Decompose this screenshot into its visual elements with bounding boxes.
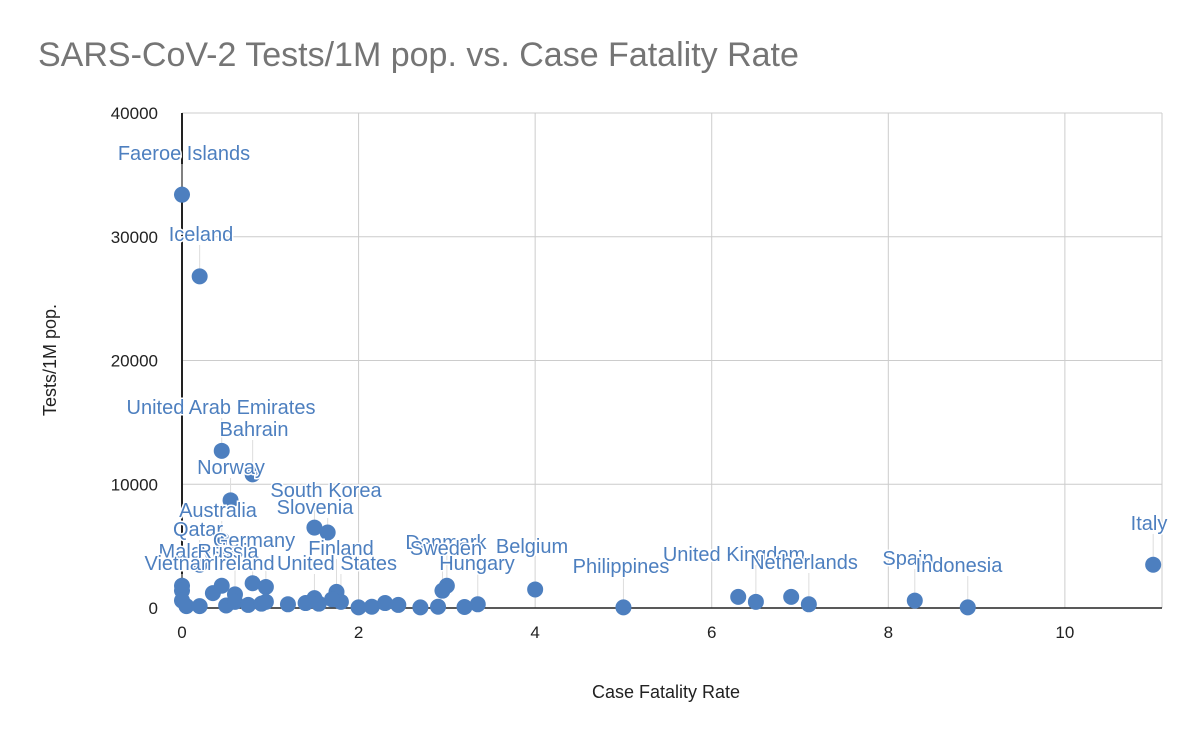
y-tick-label: 10000	[111, 475, 158, 494]
data-point	[412, 599, 429, 616]
y-axis-title: Tests/1M pop.	[40, 304, 60, 416]
data-point	[1145, 556, 1162, 573]
data-point	[257, 578, 274, 595]
data-label: Philippines	[573, 556, 670, 578]
data-label: South Korea	[270, 480, 382, 502]
data-label: Germany	[213, 530, 295, 552]
data-point	[906, 592, 923, 609]
data-point	[226, 593, 243, 610]
data-label: Russia	[197, 541, 259, 563]
data-label: Hungary	[439, 553, 515, 575]
data-label: Vietnam	[144, 553, 217, 575]
data-point	[213, 577, 230, 594]
data-point	[244, 466, 261, 483]
data-point	[297, 595, 314, 612]
data-point	[363, 598, 380, 615]
data-point	[279, 596, 296, 613]
data-label: Slovenia	[277, 497, 355, 519]
data-label: Faeroe Islands	[118, 143, 250, 165]
data-point	[222, 492, 239, 509]
data-point	[306, 519, 323, 536]
data-point	[213, 442, 230, 459]
data-point	[191, 598, 208, 615]
data-point	[324, 591, 341, 608]
data-label: Denmark	[405, 532, 487, 554]
data-label: Norway	[197, 457, 265, 479]
x-tick-label: 10	[1055, 623, 1074, 642]
x-tick-label: 4	[530, 623, 539, 642]
y-tick-label: 30000	[111, 228, 158, 247]
data-label: Spain	[882, 548, 933, 570]
grid-layer	[181, 112, 1163, 609]
data-point	[178, 598, 195, 615]
data-point	[390, 596, 407, 613]
data-point	[469, 596, 486, 613]
tick-layer: 0 10000 20000 30000 40000 0 2 4 6 8 10	[111, 104, 1075, 642]
data-label: Netherlands	[750, 552, 858, 574]
chart-title: SARS-CoV-2 Tests/1M pop. vs. Case Fatali…	[38, 36, 799, 74]
y-tick-label: 0	[149, 599, 158, 618]
x-axis-title: Case Fatality Rate	[592, 682, 740, 702]
point-layer	[174, 186, 1162, 616]
data-label: Ireland	[213, 553, 274, 575]
data-label: Qatar	[173, 519, 223, 541]
data-point	[174, 186, 190, 203]
data-label: United Kingdom	[663, 544, 805, 566]
data-point	[456, 599, 473, 616]
data-point	[213, 531, 230, 548]
x-tick-label: 8	[884, 623, 893, 642]
data-point	[244, 575, 261, 592]
data-point	[319, 524, 336, 541]
label-layer: Faeroe Islands Iceland United Arab Emirate…	[116, 142, 1168, 580]
x-tick-label: 2	[354, 623, 363, 642]
data-point	[430, 598, 447, 615]
data-label: Bahrain	[220, 419, 289, 441]
x-tick-label: 0	[177, 623, 186, 642]
data-point	[191, 556, 208, 573]
data-label: Indonesia	[916, 555, 1004, 577]
data-point	[615, 599, 632, 616]
data-label: Iceland	[169, 224, 234, 246]
data-point	[730, 588, 747, 605]
data-point	[747, 593, 764, 610]
data-label: United States	[277, 553, 397, 575]
data-point	[959, 599, 976, 616]
data-point	[434, 582, 451, 599]
data-point	[527, 581, 544, 598]
data-label: Malaysia	[159, 541, 239, 563]
data-point	[191, 268, 208, 285]
data-point	[800, 596, 817, 613]
data-label: Finland	[308, 538, 374, 560]
data-label: Belgium	[496, 536, 568, 558]
data-label: Sweden	[410, 538, 482, 560]
data-point	[257, 593, 274, 610]
data-point	[240, 596, 257, 613]
data-point	[350, 599, 367, 616]
data-point	[310, 595, 327, 612]
x-tick-label: 6	[707, 623, 716, 642]
data-label: United Arab Emirates	[127, 397, 316, 419]
y-tick-label: 20000	[111, 352, 158, 371]
data-point	[377, 595, 394, 612]
data-label: Australia	[179, 500, 258, 522]
data-label: Italy	[1131, 513, 1168, 535]
y-tick-label: 40000	[111, 104, 158, 123]
data-point	[783, 588, 800, 605]
